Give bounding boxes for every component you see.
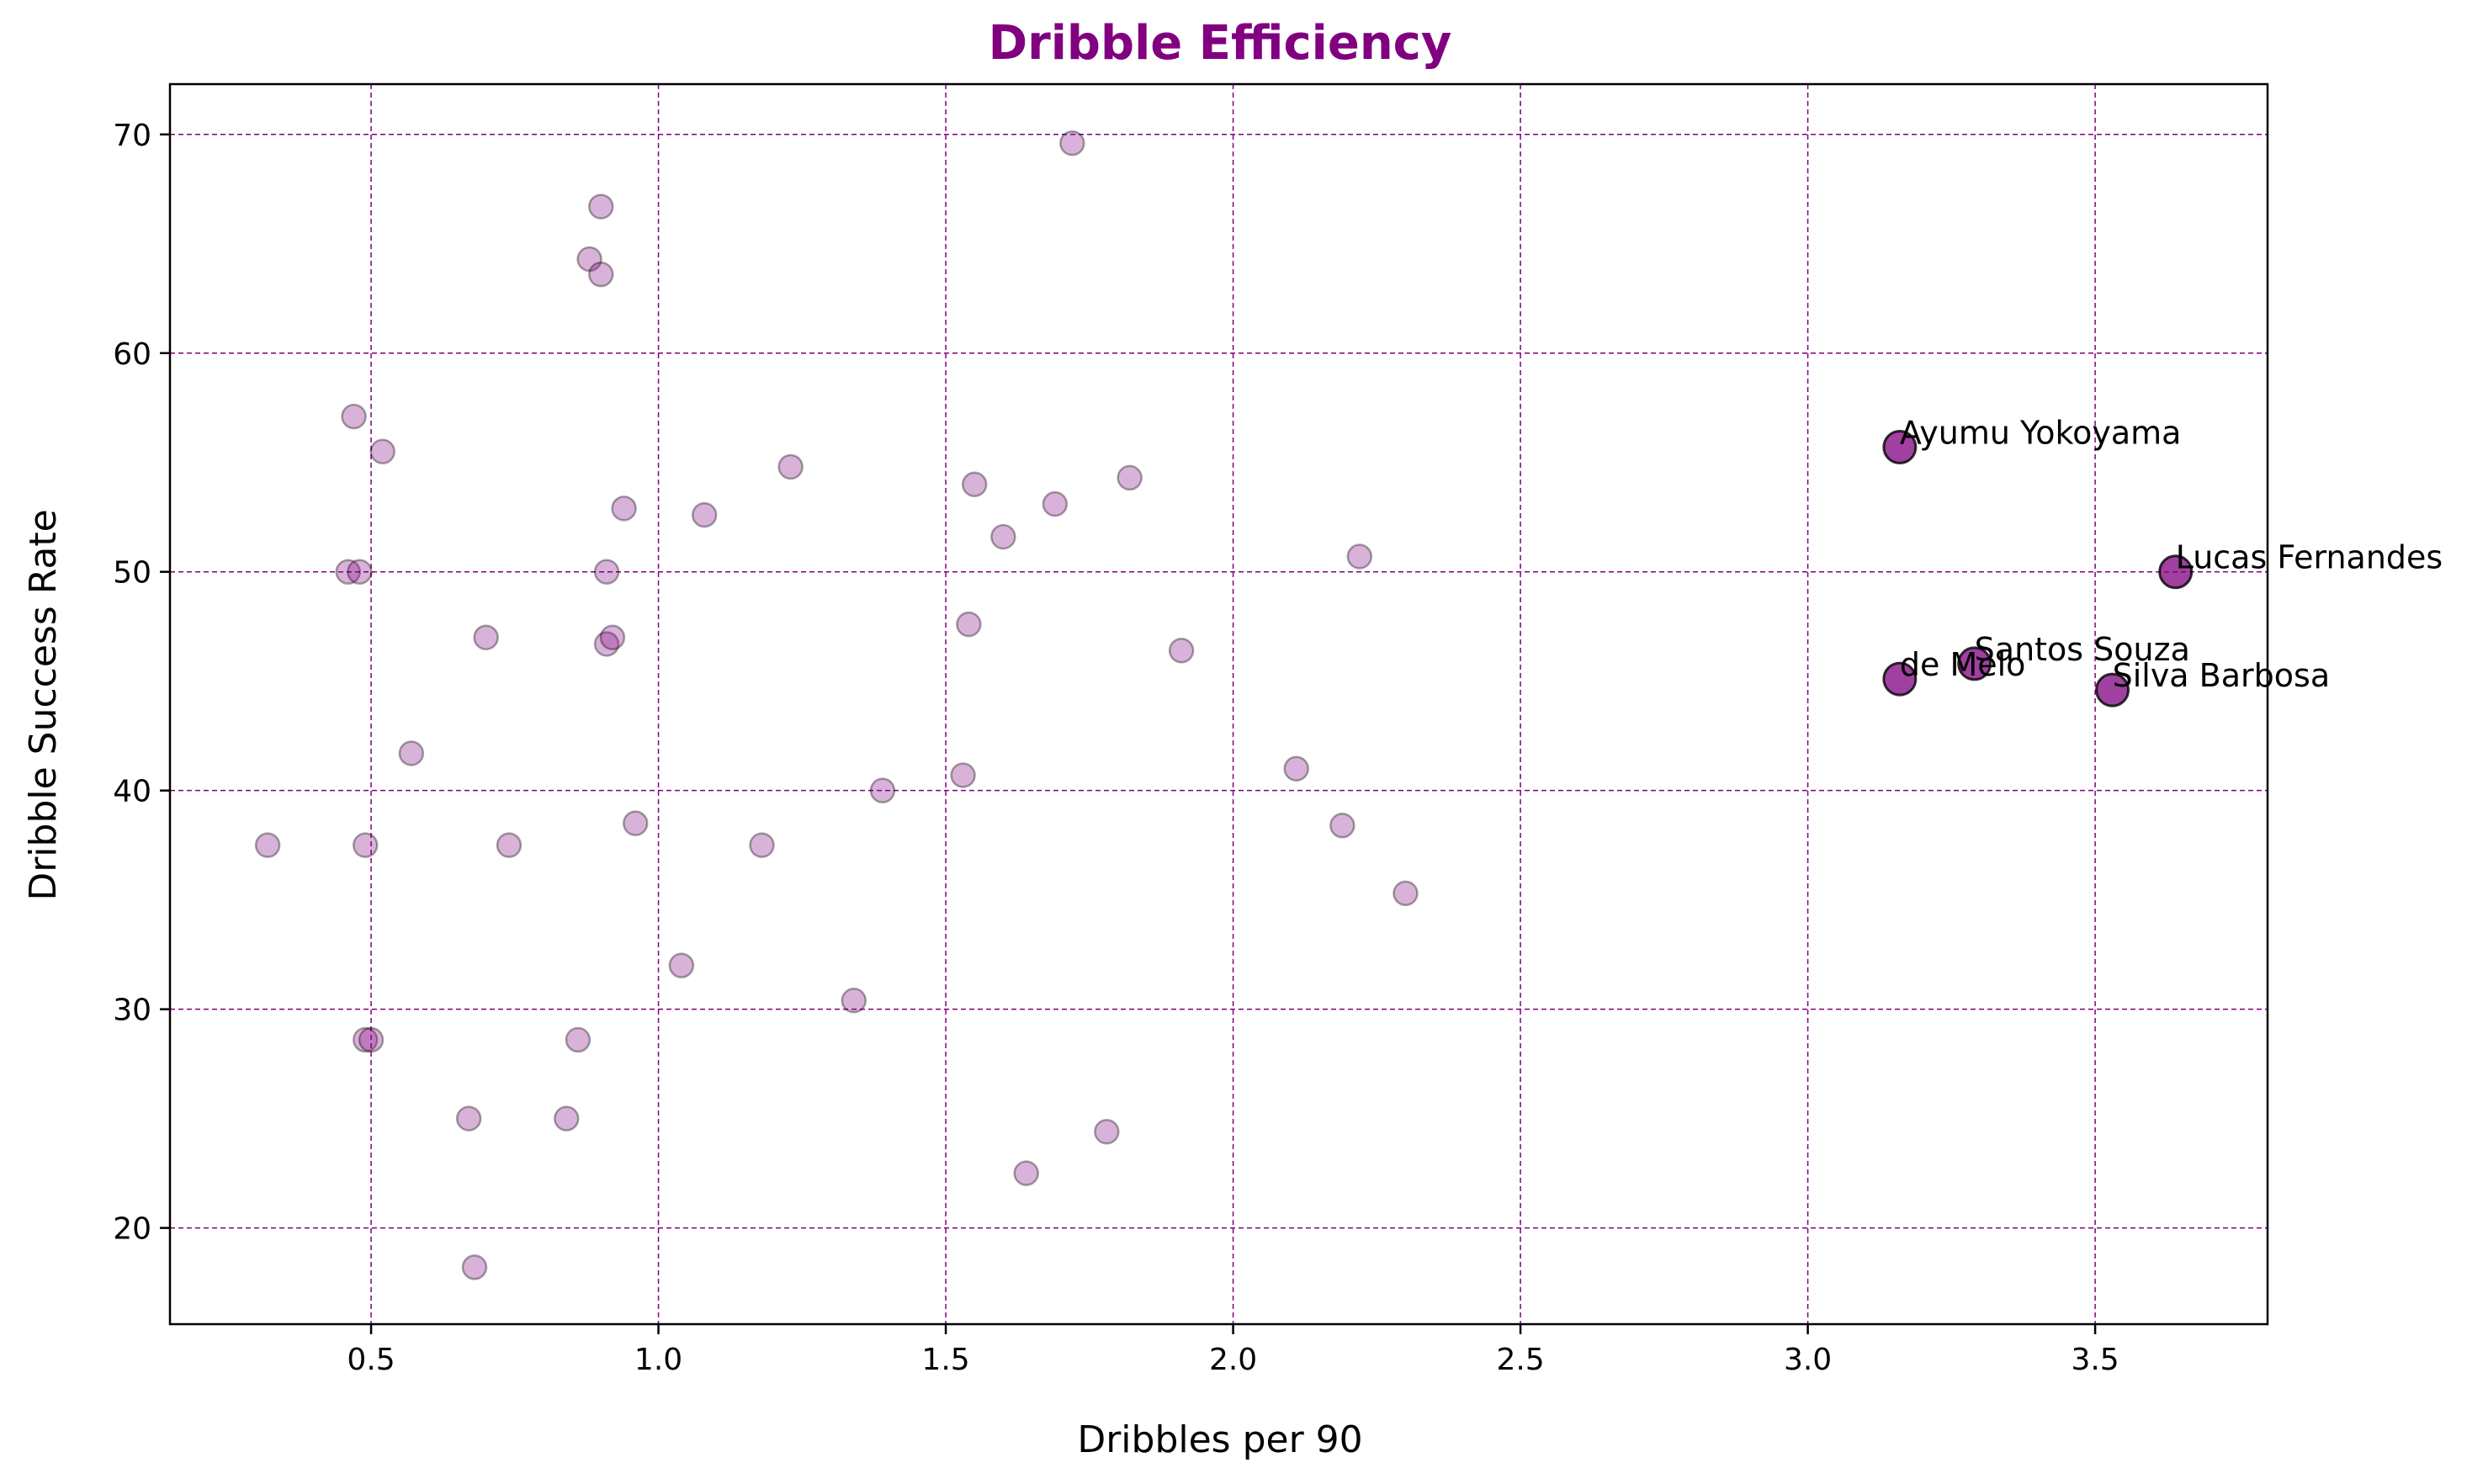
grid-lines (170, 84, 2268, 1324)
data-point (869, 777, 896, 803)
plot-frame (168, 82, 2269, 1326)
data-point (1393, 880, 1419, 907)
data-point (347, 559, 373, 585)
data-point (749, 832, 775, 858)
point-label: Ayumu Yokoyama (1900, 415, 2182, 452)
data-point (599, 624, 626, 650)
data-point (1094, 1118, 1120, 1145)
data-point (341, 403, 367, 430)
data-point (1042, 490, 1069, 517)
axis-ticks: 0.5 1.0 1.5 2.0 2.5 3.0 3.5 20 30 40 50 60 70 (113, 119, 2119, 1377)
data-point (254, 832, 281, 858)
point-annotations: Ayumu Yokoyama Lucas Fernandes Santos Souz… (1900, 415, 2443, 695)
data-point (455, 1105, 482, 1132)
data-point (961, 471, 988, 497)
point-label: Santos Souza (1975, 631, 2190, 668)
data-point (565, 1026, 591, 1053)
point-label: Silva Barbosa (2113, 657, 2331, 694)
data-point (691, 501, 718, 528)
data-point (1168, 638, 1195, 664)
x-tick-label: 1.5 (921, 1343, 969, 1377)
background-points (254, 130, 1419, 1280)
data-point (496, 832, 523, 858)
data-point (1117, 464, 1143, 491)
highlight-point (1957, 646, 1992, 681)
x-tick-label: 1.0 (634, 1343, 682, 1377)
data-point (777, 453, 804, 480)
data-point (593, 631, 620, 657)
data-point (950, 762, 976, 788)
data-point (668, 952, 695, 978)
highlight-points (1882, 430, 2194, 708)
data-point (622, 810, 649, 836)
data-point (473, 624, 499, 650)
highlight-point (2158, 554, 2194, 590)
data-point (335, 559, 361, 585)
x-tick-label: 2.5 (1496, 1343, 1544, 1377)
data-point (1329, 813, 1355, 839)
data-point (956, 611, 982, 638)
data-point (576, 246, 602, 273)
data-point (398, 740, 425, 766)
x-tick-label: 3.5 (2071, 1343, 2119, 1377)
x-tick-label: 0.5 (347, 1343, 395, 1377)
y-tick-label: 50 (113, 556, 151, 591)
data-point (990, 523, 1016, 550)
y-axis-label: Dribble Success Rate (22, 509, 65, 900)
data-point (352, 832, 379, 858)
y-tick-label: 40 (113, 775, 151, 809)
data-point (1059, 130, 1085, 156)
y-tick-label: 30 (113, 994, 151, 1028)
data-point (1013, 1160, 1039, 1186)
data-point (369, 438, 395, 464)
y-tick-label: 70 (113, 119, 151, 153)
x-axis-label: Dribbles per 90 (1077, 1418, 1362, 1461)
data-point (461, 1254, 488, 1280)
x-tick-label: 3.0 (1784, 1343, 1832, 1377)
data-point (352, 1026, 379, 1053)
data-point (611, 496, 637, 522)
point-label: de Melo (1900, 646, 2026, 683)
highlight-point (1882, 661, 1918, 697)
data-point (588, 193, 614, 220)
highlight-point (2095, 672, 2130, 708)
y-tick-label: 20 (113, 1212, 151, 1247)
data-point (593, 559, 620, 585)
point-label: Lucas Fernandes (2176, 539, 2443, 576)
data-point (554, 1105, 580, 1132)
data-point (841, 988, 867, 1014)
data-point (358, 1026, 385, 1053)
chart-title: Dribble Efficiency (989, 16, 1452, 71)
highlight-point (1882, 430, 1918, 465)
data-point (588, 261, 614, 288)
y-tick-label: 60 (113, 337, 151, 372)
x-tick-label: 2.0 (1209, 1343, 1257, 1377)
data-point (1283, 755, 1309, 782)
data-point (1346, 543, 1373, 570)
